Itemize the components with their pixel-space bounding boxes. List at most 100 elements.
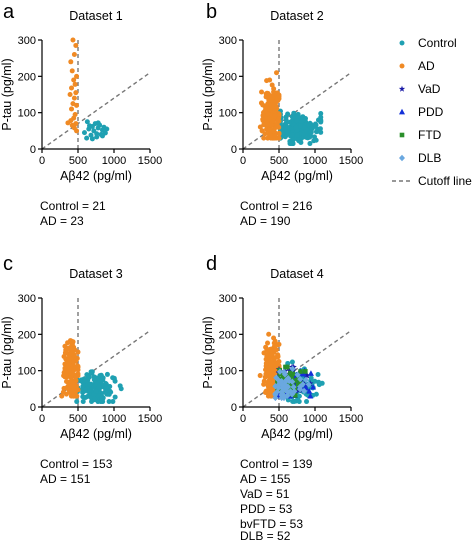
count-line: bvFTD = 53	[240, 517, 303, 531]
data-point	[269, 82, 275, 88]
data-point	[74, 128, 80, 134]
data-point	[289, 374, 294, 380]
data-point	[265, 340, 271, 346]
y-axis-label: P-tau (pg/ml)	[0, 316, 14, 388]
data-point	[87, 123, 93, 129]
data-point	[264, 90, 270, 96]
data-point	[275, 352, 281, 358]
data-point	[306, 121, 312, 127]
count-line: AD = 190	[240, 214, 291, 228]
y-tick-label: 300	[219, 35, 237, 47]
y-tick-label: 100	[219, 108, 237, 120]
data-point	[306, 388, 313, 394]
legend-item-ad: AD	[399, 59, 435, 73]
legend-item-vad: VaD	[398, 82, 441, 96]
data-point	[295, 382, 301, 387]
data-point	[63, 391, 69, 397]
data-point	[61, 354, 67, 360]
series-ad	[65, 37, 80, 134]
y-tick-label: 0	[231, 144, 237, 156]
data-point	[274, 70, 280, 76]
x-tick-label: 1500	[339, 155, 363, 167]
x-tick-label: 1000	[102, 155, 126, 167]
x-tick-label: 500	[270, 155, 288, 167]
x-tick-label: 1000	[303, 155, 327, 167]
data-point	[311, 134, 317, 140]
data-point	[289, 378, 296, 385]
scatter-panel-dataset-1: Dataset 1 0 500 1000 1500 0 100 200 300 Aβ42 (pg/…	[0, 9, 162, 183]
x-tick-label: 500	[270, 413, 288, 425]
legend-item-dlb: DLB	[399, 151, 441, 165]
count-line: Control = 21	[40, 199, 106, 213]
legend-marker-pdd	[399, 108, 405, 115]
count-line: VaD = 51	[240, 487, 290, 501]
data-point	[299, 381, 306, 388]
data-point	[96, 383, 102, 389]
data-point	[290, 371, 296, 377]
data-point	[283, 117, 289, 123]
data-point	[70, 371, 76, 377]
x-tick-label: 0	[39, 155, 45, 167]
data-point	[297, 123, 303, 129]
data-point	[64, 379, 70, 385]
legend-label: Cutoff line	[418, 174, 472, 188]
data-point	[299, 135, 305, 141]
panel-title: Dataset 3	[69, 267, 123, 281]
legend-marker-vad	[398, 85, 406, 92]
data-point	[307, 370, 314, 376]
data-point	[303, 369, 308, 374]
data-point	[298, 369, 303, 374]
series-control	[74, 369, 124, 405]
data-point	[287, 138, 293, 144]
count-line: DLB = 52	[240, 529, 291, 540]
data-point	[287, 388, 294, 395]
data-point	[104, 126, 110, 132]
x-axis-label: Aβ42 (pg/ml)	[60, 169, 132, 183]
legend-marker-ad	[399, 63, 405, 69]
data-point	[272, 394, 279, 402]
x-tick-label: 1500	[138, 413, 162, 425]
data-point	[292, 378, 297, 383]
x-tick-label: 0	[240, 155, 246, 167]
data-point	[316, 379, 322, 385]
data-point	[283, 376, 290, 384]
data-point	[296, 393, 302, 399]
data-point	[281, 371, 288, 378]
diamond-icon	[399, 154, 405, 162]
data-point	[73, 357, 79, 363]
y-tick-label: 0	[231, 402, 237, 414]
data-point	[269, 373, 275, 379]
data-point	[74, 102, 80, 108]
circle-icon	[399, 40, 405, 46]
data-point	[281, 375, 286, 380]
data-point	[289, 132, 295, 138]
data-point	[313, 391, 319, 397]
data-point	[103, 381, 109, 387]
data-point	[63, 369, 69, 375]
data-point	[318, 129, 324, 135]
data-point	[262, 108, 268, 114]
data-point	[110, 399, 116, 405]
y-tick-label: 200	[18, 71, 36, 83]
data-point	[68, 59, 74, 65]
data-point	[297, 375, 304, 383]
data-point	[71, 352, 77, 358]
data-point	[288, 383, 294, 389]
data-point	[67, 345, 73, 351]
data-point	[74, 73, 80, 79]
count-line: AD = 155	[240, 472, 291, 486]
y-tick-label: 100	[18, 108, 36, 120]
scatter-panel-dataset-2: Dataset 2 0 500 1000 1500 0 100 200 300 Aβ42 (pg/…	[201, 9, 363, 183]
data-point	[303, 371, 310, 378]
y-tick-label: 0	[30, 144, 36, 156]
data-point	[68, 383, 74, 389]
series-control	[277, 108, 324, 147]
data-point	[88, 369, 94, 375]
counts-panel-d: Control = 139 AD = 155 VaD = 51 PDD = 53…	[240, 457, 313, 540]
data-point	[305, 381, 312, 388]
x-axis-label: Aβ42 (pg/ml)	[60, 427, 132, 441]
data-point	[71, 52, 77, 58]
data-point	[84, 135, 90, 141]
y-tick-label: 100	[18, 366, 36, 378]
